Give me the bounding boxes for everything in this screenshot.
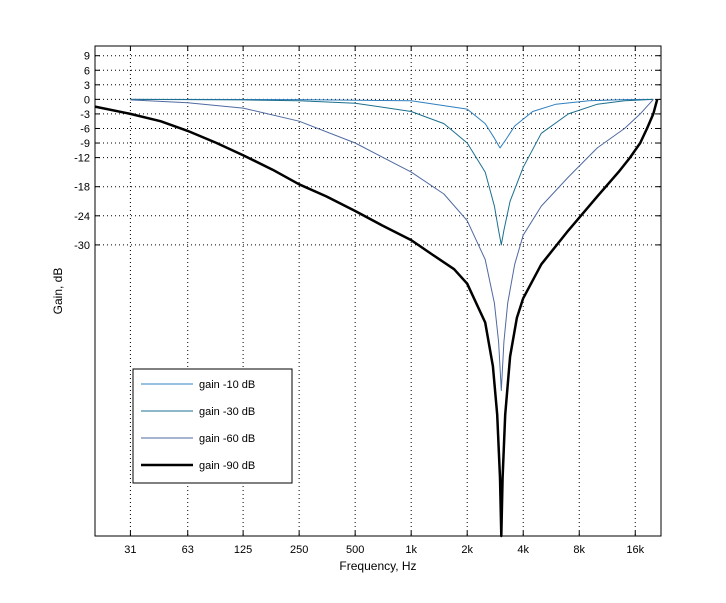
- y-tick-labels: 9 6 3 0 -3 -6 -9 -12 -18 -24 -30: [74, 51, 90, 252]
- y-tick-label: 0: [84, 94, 90, 106]
- legend-label-1: gain -10 dB: [199, 379, 255, 391]
- series-lines: [94, 98, 659, 538]
- y-tick-label: -12: [74, 153, 90, 165]
- series-line-2: [130, 98, 654, 246]
- x-axis-label: Frequency, Hz: [339, 559, 416, 573]
- series-line-4: [94, 99, 659, 538]
- y-tick-label: -3: [80, 109, 90, 121]
- series-line-3: [130, 99, 654, 391]
- legend-label-4: gain -90 dB: [199, 460, 255, 472]
- x-tick-label: 1k: [405, 544, 417, 556]
- x-tick-label: 8k: [573, 544, 585, 556]
- x-tick-label: 250: [290, 544, 308, 556]
- y-tick-label: 3: [84, 80, 90, 92]
- legend: gain -10 dB gain -30 dB gain -60 dB gain -9…: [132, 368, 293, 484]
- series-line-1: [130, 98, 654, 149]
- x-tick-label: 31: [124, 544, 136, 556]
- legend-label-3: gain -60 dB: [199, 433, 255, 445]
- x-tick-label: 125: [234, 544, 252, 556]
- legend-items: gain -10 dB gain -30 dB gain -60 dB gain -9…: [141, 379, 255, 472]
- x-tick-label: 63: [182, 544, 194, 556]
- y-tick-label: -9: [80, 138, 90, 150]
- x-tick-label: 2k: [461, 544, 473, 556]
- x-tick-label: 500: [346, 544, 364, 556]
- y-axis-label: Gain, dB: [51, 268, 65, 315]
- y-tick-label: -30: [74, 240, 90, 252]
- y-tick-label: 6: [84, 65, 90, 77]
- plot-area-frame: [94, 45, 662, 537]
- x-tick-labels: 31 63 125 250 500 1k 2k 4k 8k 16k: [124, 544, 644, 556]
- y-tick-label: -24: [74, 211, 90, 223]
- x-tick-label: 4k: [517, 544, 529, 556]
- y-tick-label: -18: [74, 182, 90, 194]
- tick-marks: [95, 46, 661, 536]
- y-tick-label: 9: [84, 51, 90, 63]
- legend-label-2: gain -30 dB: [199, 406, 255, 418]
- x-tick-label: 16k: [626, 544, 644, 556]
- y-tick-label: -6: [80, 123, 90, 135]
